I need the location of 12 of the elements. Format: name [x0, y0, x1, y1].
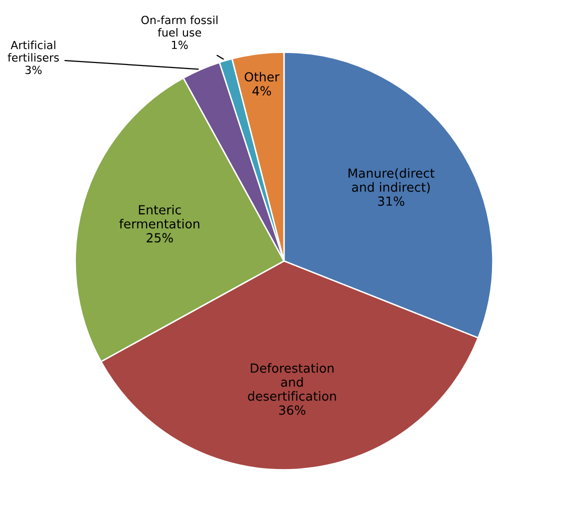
slice-label: Other: [244, 72, 280, 82]
data-label: 31%: [378, 196, 404, 206]
slice-label: Manure(direct and indirect): [348, 168, 434, 194]
slice-label: On-farm fossil fuel use: [141, 16, 218, 37]
slice-label: Deforestation and desertification: [248, 363, 336, 401]
data-label: 3%: [25, 66, 42, 74]
data-label: 1%: [172, 40, 188, 50]
slice-label: Enteric fermentation: [119, 204, 200, 229]
slice-label: Artificial fertilisers: [8, 40, 59, 62]
data-label: 25%: [146, 233, 173, 243]
data-label: 36%: [279, 405, 306, 415]
data-label: 4%: [252, 86, 271, 96]
